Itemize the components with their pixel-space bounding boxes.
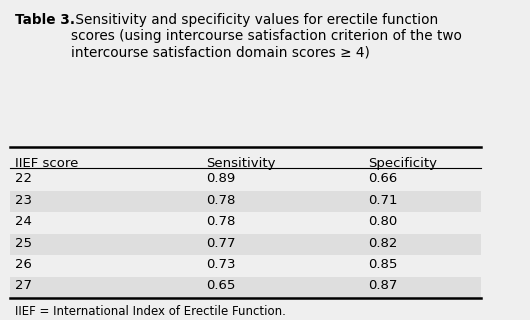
Text: 0.77: 0.77 (206, 236, 235, 250)
Text: 26: 26 (15, 258, 32, 271)
Text: 0.78: 0.78 (206, 215, 235, 228)
Text: 0.82: 0.82 (368, 236, 397, 250)
Text: 0.65: 0.65 (206, 279, 235, 292)
Text: 27: 27 (15, 279, 32, 292)
Text: 0.73: 0.73 (206, 258, 235, 271)
Text: 0.71: 0.71 (368, 194, 398, 207)
Text: Sensitivity and specificity values for erectile function
scores (using intercour: Sensitivity and specificity values for e… (71, 12, 462, 59)
Text: 0.78: 0.78 (206, 194, 235, 207)
Text: 0.85: 0.85 (368, 258, 397, 271)
Bar (10, 277, 481, 298)
Text: Sensitivity: Sensitivity (206, 157, 276, 170)
Text: Table 3.: Table 3. (15, 12, 75, 27)
Text: 24: 24 (15, 215, 32, 228)
Text: 22: 22 (15, 172, 32, 185)
Text: IIEF = International Index of Erectile Function.: IIEF = International Index of Erectile F… (15, 305, 286, 317)
Text: 0.87: 0.87 (368, 279, 397, 292)
Bar (10, 234, 481, 255)
Bar (10, 191, 481, 212)
Text: Specificity: Specificity (368, 157, 437, 170)
Text: 0.89: 0.89 (206, 172, 235, 185)
Text: 23: 23 (15, 194, 32, 207)
Text: 0.80: 0.80 (368, 215, 397, 228)
Text: 0.66: 0.66 (368, 172, 397, 185)
Text: 25: 25 (15, 236, 32, 250)
Text: IIEF score: IIEF score (15, 157, 78, 170)
